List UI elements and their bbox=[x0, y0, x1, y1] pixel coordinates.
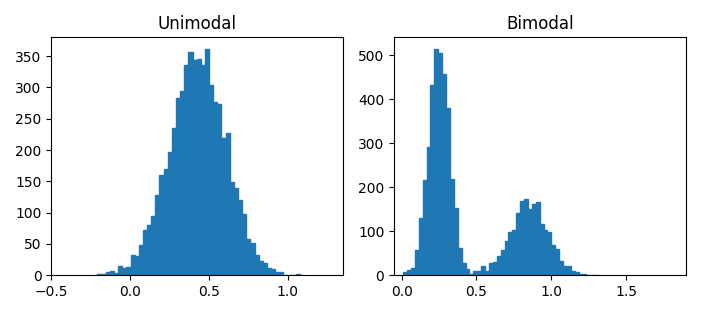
Bar bbox=[470, 274, 473, 275]
Bar bbox=[571, 271, 575, 275]
Bar bbox=[411, 268, 415, 275]
Bar bbox=[485, 271, 489, 275]
Bar bbox=[226, 133, 230, 275]
Bar bbox=[442, 74, 446, 275]
Bar bbox=[259, 261, 263, 275]
Bar bbox=[438, 53, 442, 275]
Bar bbox=[551, 245, 555, 275]
Bar bbox=[547, 232, 551, 275]
Bar bbox=[477, 271, 481, 275]
Bar bbox=[139, 245, 143, 275]
Bar bbox=[497, 256, 501, 275]
Bar bbox=[578, 273, 583, 275]
Bar bbox=[427, 147, 430, 275]
Bar bbox=[508, 232, 512, 275]
Bar bbox=[446, 108, 450, 275]
Bar bbox=[403, 272, 407, 275]
Bar bbox=[528, 209, 532, 275]
Bar bbox=[242, 214, 246, 275]
Bar bbox=[217, 104, 222, 275]
Bar bbox=[200, 65, 205, 275]
Bar bbox=[122, 268, 126, 275]
Bar bbox=[102, 274, 106, 275]
Bar bbox=[516, 213, 520, 275]
Bar bbox=[555, 249, 559, 275]
Bar bbox=[135, 256, 139, 275]
Bar bbox=[540, 224, 543, 275]
Bar bbox=[462, 263, 465, 275]
Bar bbox=[520, 201, 524, 275]
Bar bbox=[543, 230, 547, 275]
Bar bbox=[263, 263, 267, 275]
Bar bbox=[151, 216, 156, 275]
Bar bbox=[512, 230, 516, 275]
Bar bbox=[524, 199, 528, 275]
Title: Unimodal: Unimodal bbox=[158, 15, 236, 33]
Bar bbox=[234, 188, 238, 275]
Bar bbox=[407, 270, 411, 275]
Bar bbox=[279, 272, 283, 275]
Bar bbox=[126, 267, 130, 275]
Bar bbox=[536, 202, 540, 275]
Bar bbox=[118, 266, 122, 275]
Bar bbox=[222, 138, 226, 275]
Bar bbox=[296, 274, 300, 275]
Bar bbox=[489, 263, 493, 275]
Bar bbox=[156, 195, 159, 275]
Bar bbox=[430, 85, 435, 275]
Bar bbox=[97, 274, 102, 275]
Bar bbox=[110, 271, 114, 275]
Bar bbox=[454, 208, 458, 275]
Bar bbox=[563, 266, 567, 275]
Bar bbox=[559, 261, 563, 275]
Title: Bimodal: Bimodal bbox=[506, 15, 574, 33]
Bar bbox=[197, 59, 200, 275]
Bar bbox=[254, 255, 259, 275]
Bar bbox=[567, 267, 571, 275]
Bar bbox=[267, 268, 271, 275]
Bar bbox=[143, 230, 147, 275]
Bar bbox=[481, 267, 485, 275]
Bar bbox=[465, 269, 470, 275]
Bar bbox=[184, 65, 189, 275]
Bar bbox=[180, 91, 184, 275]
Bar bbox=[501, 250, 505, 275]
Bar bbox=[423, 180, 427, 275]
Bar bbox=[271, 269, 275, 275]
Bar bbox=[450, 179, 454, 275]
Bar bbox=[209, 85, 213, 275]
Bar bbox=[275, 272, 279, 275]
Bar bbox=[147, 225, 151, 275]
Bar bbox=[473, 271, 477, 275]
Bar bbox=[205, 49, 209, 275]
Bar bbox=[189, 52, 193, 275]
Bar bbox=[130, 255, 135, 275]
Bar bbox=[250, 243, 254, 275]
Bar bbox=[213, 102, 217, 275]
Bar bbox=[532, 204, 536, 275]
Bar bbox=[505, 241, 508, 275]
Bar bbox=[230, 182, 234, 275]
Bar bbox=[172, 127, 176, 275]
Bar bbox=[176, 98, 180, 275]
Bar bbox=[163, 169, 168, 275]
Bar bbox=[114, 273, 118, 275]
Bar bbox=[159, 175, 163, 275]
Bar bbox=[583, 274, 586, 275]
Bar bbox=[493, 262, 497, 275]
Bar bbox=[575, 272, 578, 275]
Bar bbox=[106, 272, 110, 275]
Bar bbox=[415, 250, 418, 275]
Bar bbox=[458, 248, 462, 275]
Bar bbox=[418, 218, 423, 275]
Bar bbox=[168, 152, 172, 275]
Bar bbox=[435, 49, 438, 275]
Bar bbox=[238, 200, 242, 275]
Bar bbox=[246, 239, 250, 275]
Bar bbox=[193, 60, 197, 275]
